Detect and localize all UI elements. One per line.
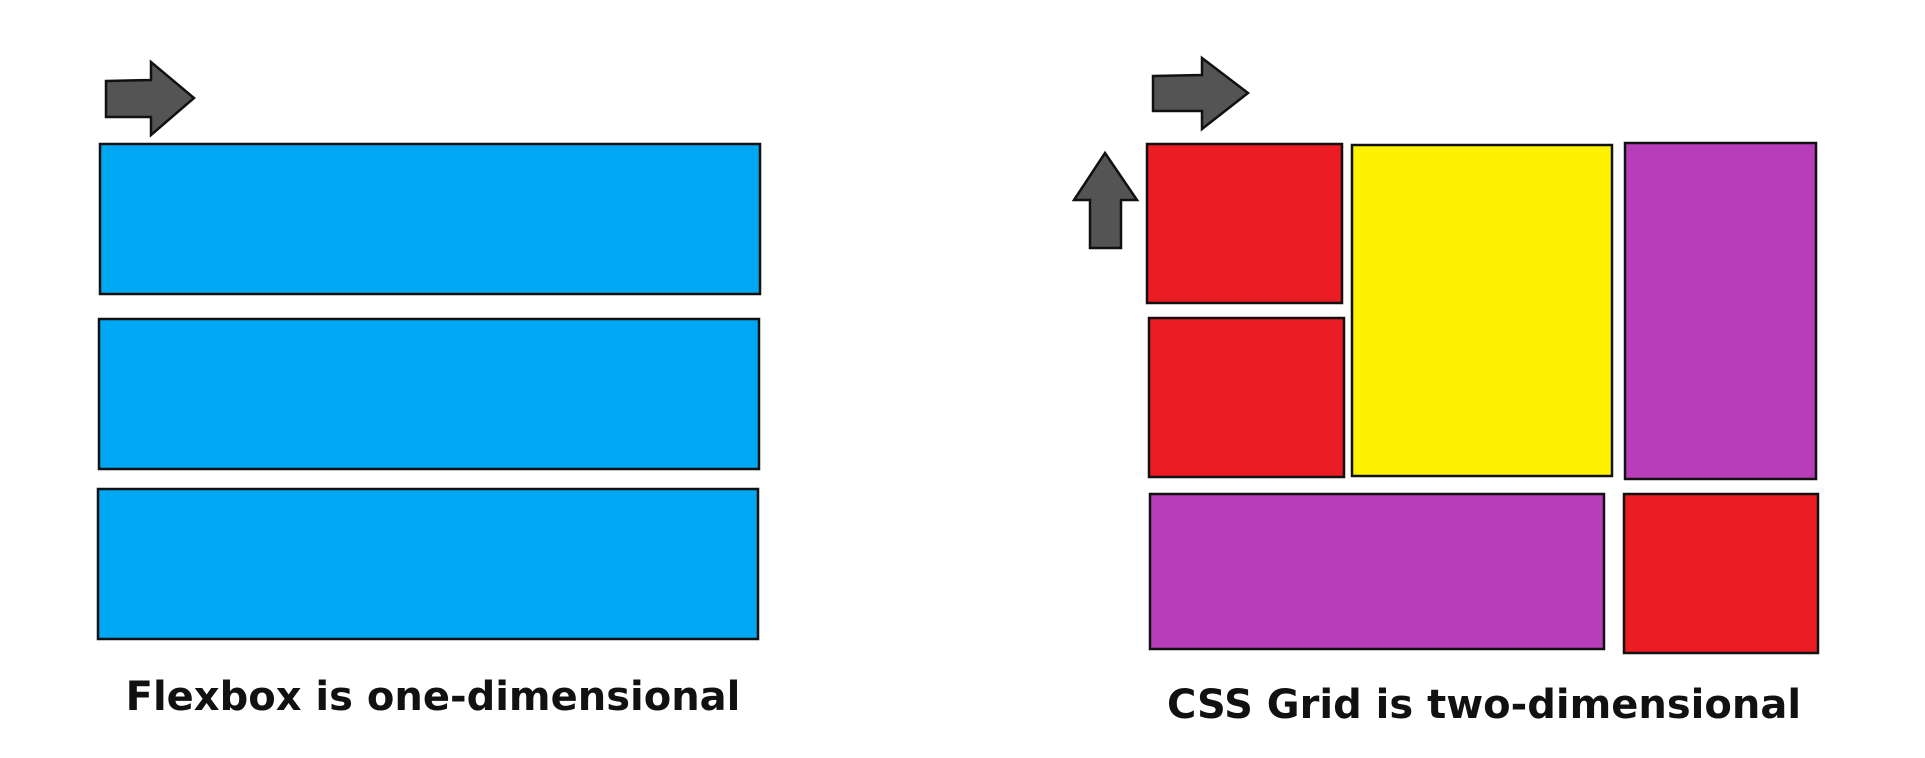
grid-column-arrow-icon	[1071, 150, 1140, 250]
grid-item-purple-tall	[1623, 141, 1818, 481]
grid-item-red-bottom-right	[1622, 492, 1820, 655]
flexbox-caption: Flexbox is one-dimensional	[126, 674, 741, 720]
flexbox-panel: Flexbox is one-dimensional	[96, 59, 762, 720]
grid-caption: CSS Grid is two-dimensional	[1167, 682, 1801, 728]
flexbox-direction-arrow-icon	[104, 59, 196, 138]
grid-item-red-middle-left	[1147, 316, 1346, 479]
grid-row-arrow-icon	[1151, 55, 1251, 132]
flex-item-2	[97, 317, 761, 471]
flex-item-1	[98, 142, 762, 296]
grid-panel: CSS Grid is two-dimensional	[1071, 55, 1820, 728]
grid-item-red-top-left	[1145, 142, 1344, 305]
flex-item-3	[96, 487, 760, 641]
grid-item-yellow-tall	[1350, 143, 1614, 478]
grid-item-purple-wide	[1148, 492, 1606, 651]
